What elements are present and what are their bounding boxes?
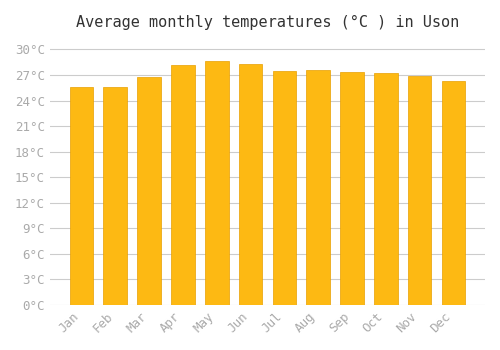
Bar (374, 73, 398, 305)
Title: Average monthly temperatures (°C ) in Uson: Average monthly temperatures (°C ) in Us… (76, 15, 459, 30)
Bar (104, 87, 127, 305)
Bar (171, 65, 194, 305)
Bar (306, 70, 330, 305)
Bar (138, 77, 161, 305)
Bar (238, 64, 262, 305)
Bar (205, 61, 229, 305)
Bar (408, 76, 432, 305)
Bar (442, 81, 465, 305)
Bar (70, 87, 94, 305)
Bar (340, 72, 364, 305)
Bar (272, 71, 296, 305)
